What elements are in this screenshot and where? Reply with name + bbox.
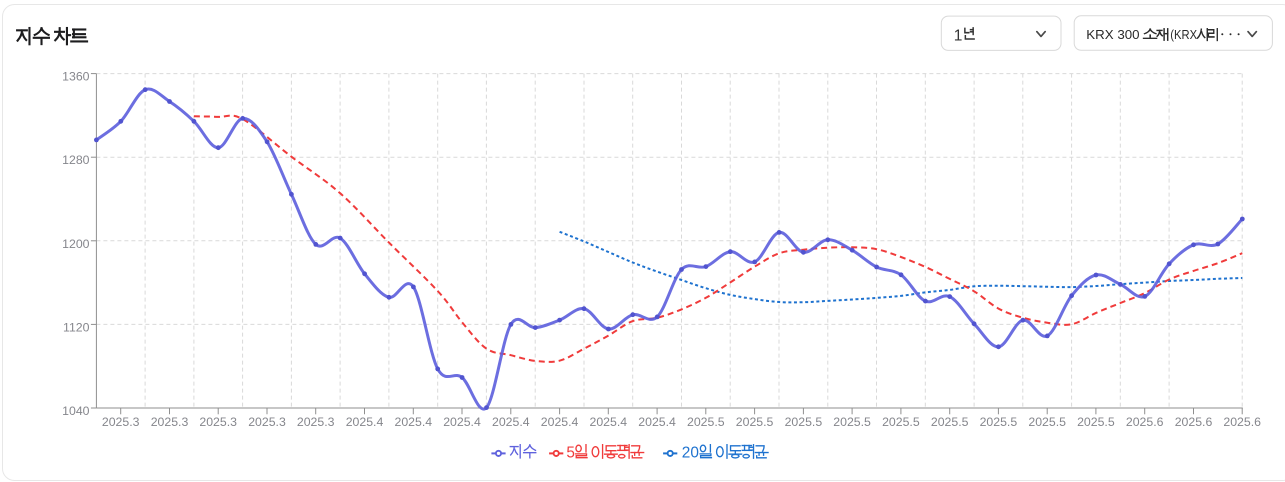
svg-text:20: 20 bbox=[682, 445, 699, 462]
svg-text:2025.5: 2025.5 bbox=[931, 415, 969, 429]
svg-text:2025.5: 2025.5 bbox=[736, 415, 774, 429]
svg-text:2025.4: 2025.4 bbox=[492, 415, 530, 429]
svg-text:1200: 1200 bbox=[62, 237, 90, 251]
svg-text:5: 5 bbox=[566, 445, 575, 462]
svg-text:1120: 1120 bbox=[63, 320, 90, 334]
svg-text:1360: 1360 bbox=[62, 70, 90, 84]
svg-text:1: 1 bbox=[954, 27, 963, 44]
svg-text:2025.5: 2025.5 bbox=[687, 415, 725, 429]
svg-text:2025.5: 2025.5 bbox=[882, 415, 920, 429]
svg-text:2025.5: 2025.5 bbox=[833, 415, 871, 429]
svg-text:KRX 300: KRX 300 bbox=[1086, 27, 1139, 42]
svg-text:2025.5: 2025.5 bbox=[1028, 415, 1066, 429]
svg-text:2025.6: 2025.6 bbox=[1175, 415, 1213, 429]
svg-text:2025.4: 2025.4 bbox=[443, 415, 481, 429]
svg-text:2025.3: 2025.3 bbox=[199, 415, 237, 429]
svg-text:2025.4: 2025.4 bbox=[638, 415, 676, 429]
svg-text:2025.3: 2025.3 bbox=[151, 415, 189, 429]
svg-text:1040: 1040 bbox=[62, 404, 90, 418]
svg-text:2025.3: 2025.3 bbox=[297, 415, 335, 429]
svg-text:2025.4: 2025.4 bbox=[541, 415, 579, 429]
svg-text:2025.5: 2025.5 bbox=[785, 415, 823, 429]
svg-text:2025.5: 2025.5 bbox=[1077, 415, 1115, 429]
svg-text:(KRX: (KRX bbox=[1170, 27, 1197, 42]
svg-text:2025.4: 2025.4 bbox=[346, 415, 384, 429]
svg-text:2025.5: 2025.5 bbox=[980, 415, 1018, 429]
svg-text:2025.4: 2025.4 bbox=[394, 415, 432, 429]
svg-text:1280: 1280 bbox=[62, 153, 90, 167]
svg-text:2025.3: 2025.3 bbox=[248, 415, 286, 429]
svg-text:2025.6: 2025.6 bbox=[1126, 415, 1164, 429]
svg-text:2025.3: 2025.3 bbox=[102, 415, 140, 429]
svg-text:2025.4: 2025.4 bbox=[589, 415, 627, 429]
svg-text:2025.6: 2025.6 bbox=[1223, 415, 1261, 429]
